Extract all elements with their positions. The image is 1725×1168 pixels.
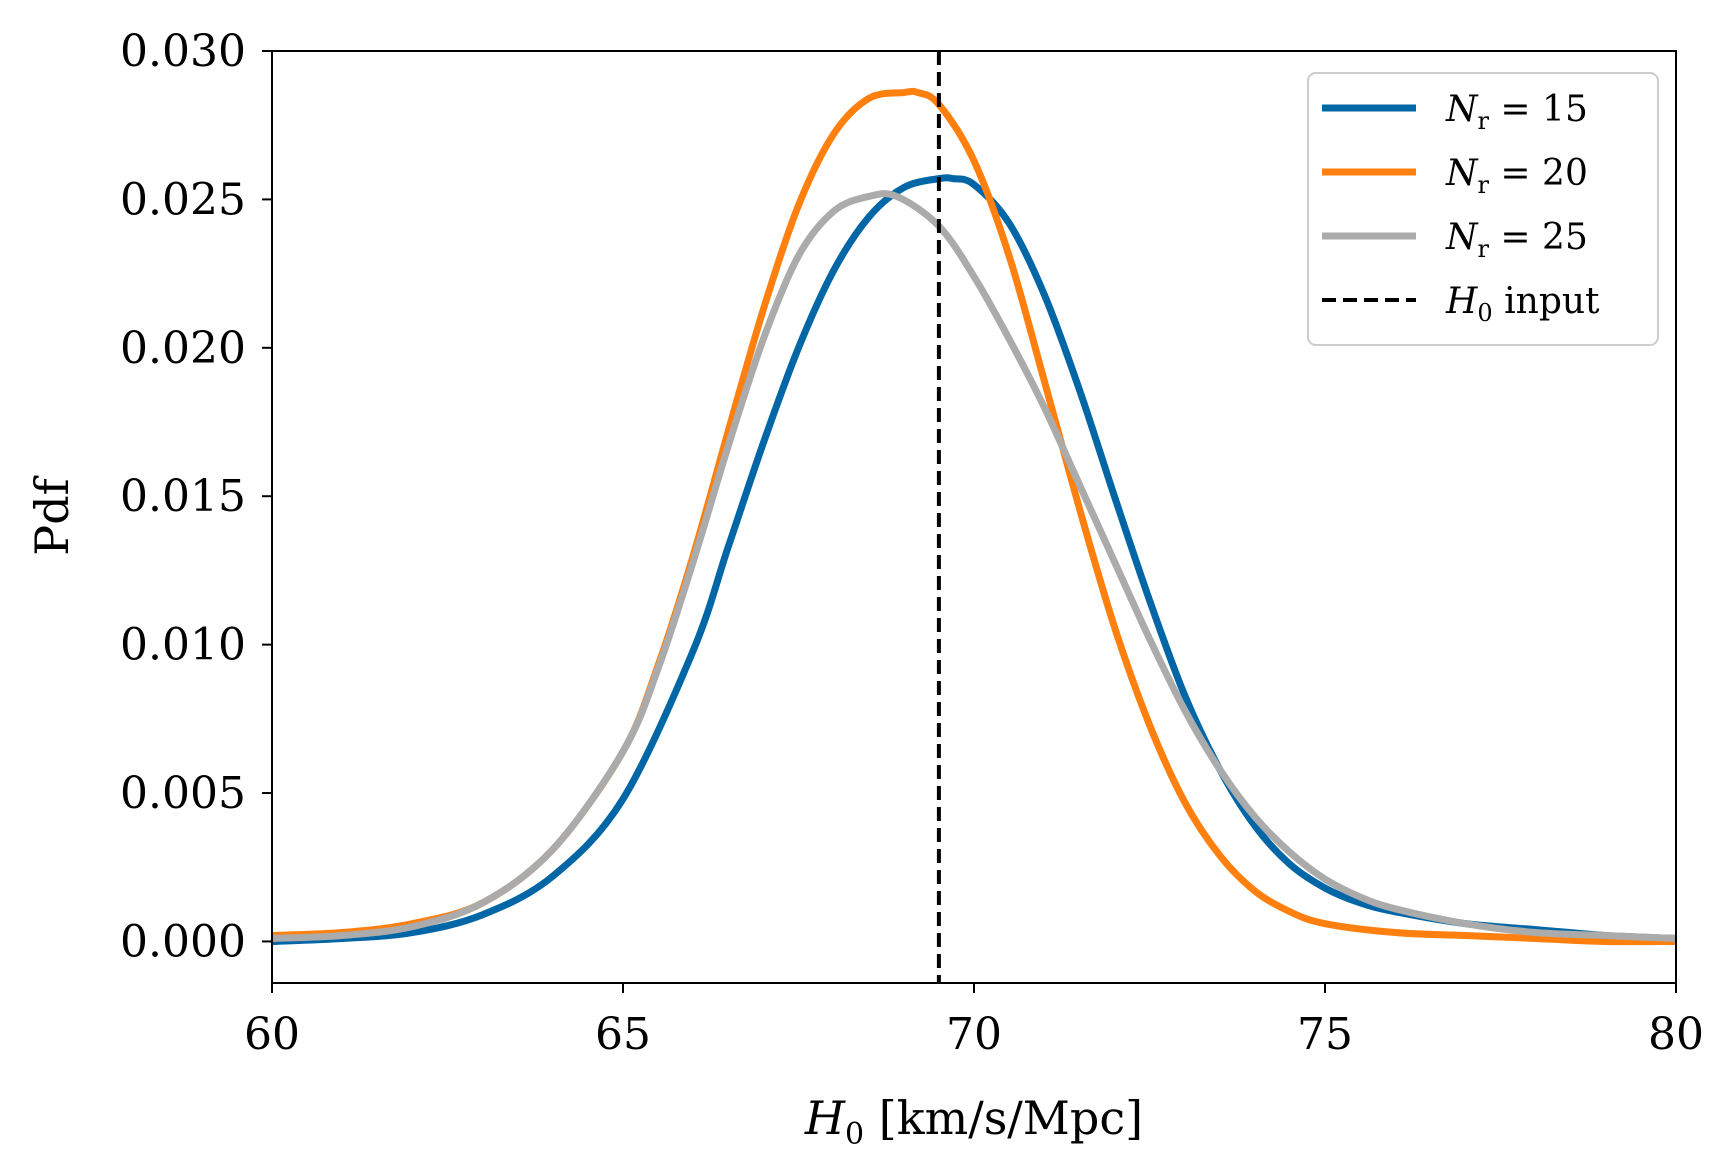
x-axis-label: H0 [km/s/Mpc] [804,1091,1143,1152]
legend-label-h0-input: H0 input [1445,281,1600,327]
y-tick-label: 0.000 [120,916,246,967]
x-tick-label: 60 [244,1009,300,1060]
y-axis-label: Pdf [25,475,79,555]
legend-label-nr-20: Nr = 20 [1445,153,1588,199]
series-line-nr-25 [272,190,1676,942]
y-tick-label: 0.025 [120,174,246,225]
y-tick-label: 0.010 [120,620,246,671]
y-tick-label: 0.020 [120,323,246,374]
y-tick-label: 0.015 [120,471,246,522]
legend: Nr = 15 Nr = 20 Nr = 25 H0 input [1307,72,1659,346]
y-axis: 0.000 0.005 0.010 0.015 0.020 0.025 0.030 [120,26,272,967]
y-tick-label: 0.005 [120,768,246,819]
x-tick-label: 75 [1297,1009,1353,1060]
legend-box [1307,72,1659,346]
x-tick-label: 80 [1648,1009,1704,1060]
y-tick-label: 0.030 [120,26,246,77]
x-axis: 60 65 70 75 80 [244,983,1704,1060]
legend-label-nr-15: Nr = 15 [1445,89,1588,135]
series-line-nr-15 [272,174,1676,945]
x-tick-label: 65 [595,1009,651,1060]
plot-content [272,51,1676,983]
legend-label-nr-25: Nr = 25 [1445,217,1588,263]
x-tick-label: 70 [946,1009,1002,1060]
